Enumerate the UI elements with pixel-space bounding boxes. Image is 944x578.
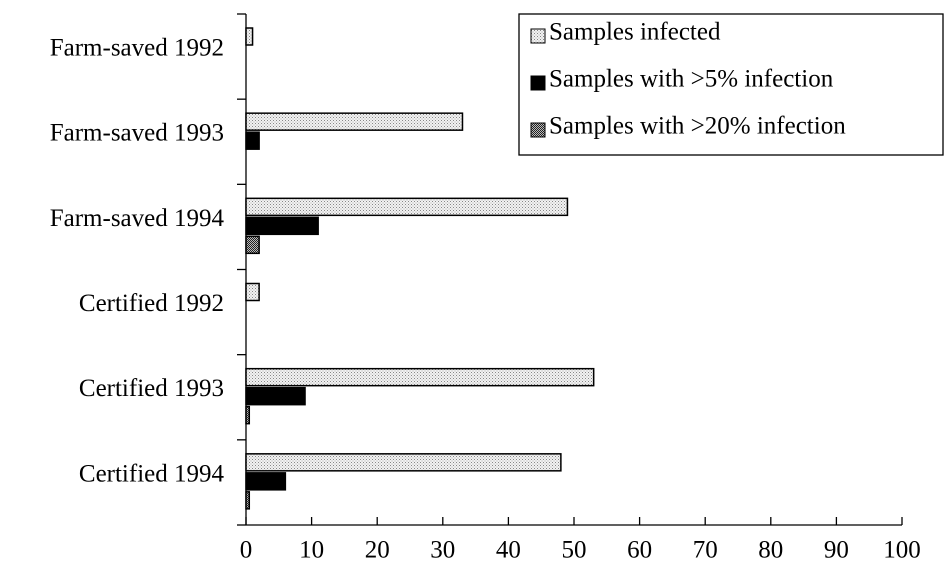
x-tick-label: 50 <box>562 537 587 564</box>
bar <box>245 472 287 491</box>
bar <box>245 131 260 150</box>
legend-swatch <box>530 28 546 44</box>
x-tick-label: 10 <box>299 537 324 564</box>
x-tick-label: 90 <box>824 537 849 564</box>
bar <box>245 197 569 217</box>
bar <box>245 453 562 472</box>
bar <box>245 386 306 406</box>
bar <box>245 405 251 425</box>
x-tick-label: 100 <box>883 537 921 564</box>
y-tick-label: Farm-saved 1993 <box>50 120 224 147</box>
x-tick-label: 30 <box>430 537 455 564</box>
legend-label: Samples infected <box>549 19 721 46</box>
bar <box>245 27 254 46</box>
bar <box>245 235 260 255</box>
x-tick-label: 0 <box>240 537 253 564</box>
legend-label: Samples with >20% infection <box>549 113 846 140</box>
y-tick-label: Farm-saved 1994 <box>50 205 225 232</box>
legend-box <box>518 13 944 156</box>
bar <box>245 216 319 236</box>
x-tick-label: 80 <box>758 537 783 564</box>
x-tick-label: 20 <box>365 537 390 564</box>
legend-swatch <box>530 75 546 91</box>
bar <box>245 112 464 131</box>
x-tick-label: 70 <box>693 537 718 564</box>
y-tick-label: Certified 1993 <box>79 375 224 402</box>
legend-label: Samples with >5% infection <box>549 66 834 93</box>
bar <box>245 491 251 510</box>
legend-swatch <box>530 122 546 138</box>
bar <box>245 367 595 387</box>
x-tick-label: 60 <box>627 537 652 564</box>
y-tick-label: Certified 1994 <box>79 460 225 487</box>
bar <box>245 282 260 302</box>
y-tick-label: Certified 1992 <box>79 290 224 317</box>
x-tick-label: 40 <box>496 537 521 564</box>
y-tick-label: Farm-saved 1992 <box>50 35 224 62</box>
